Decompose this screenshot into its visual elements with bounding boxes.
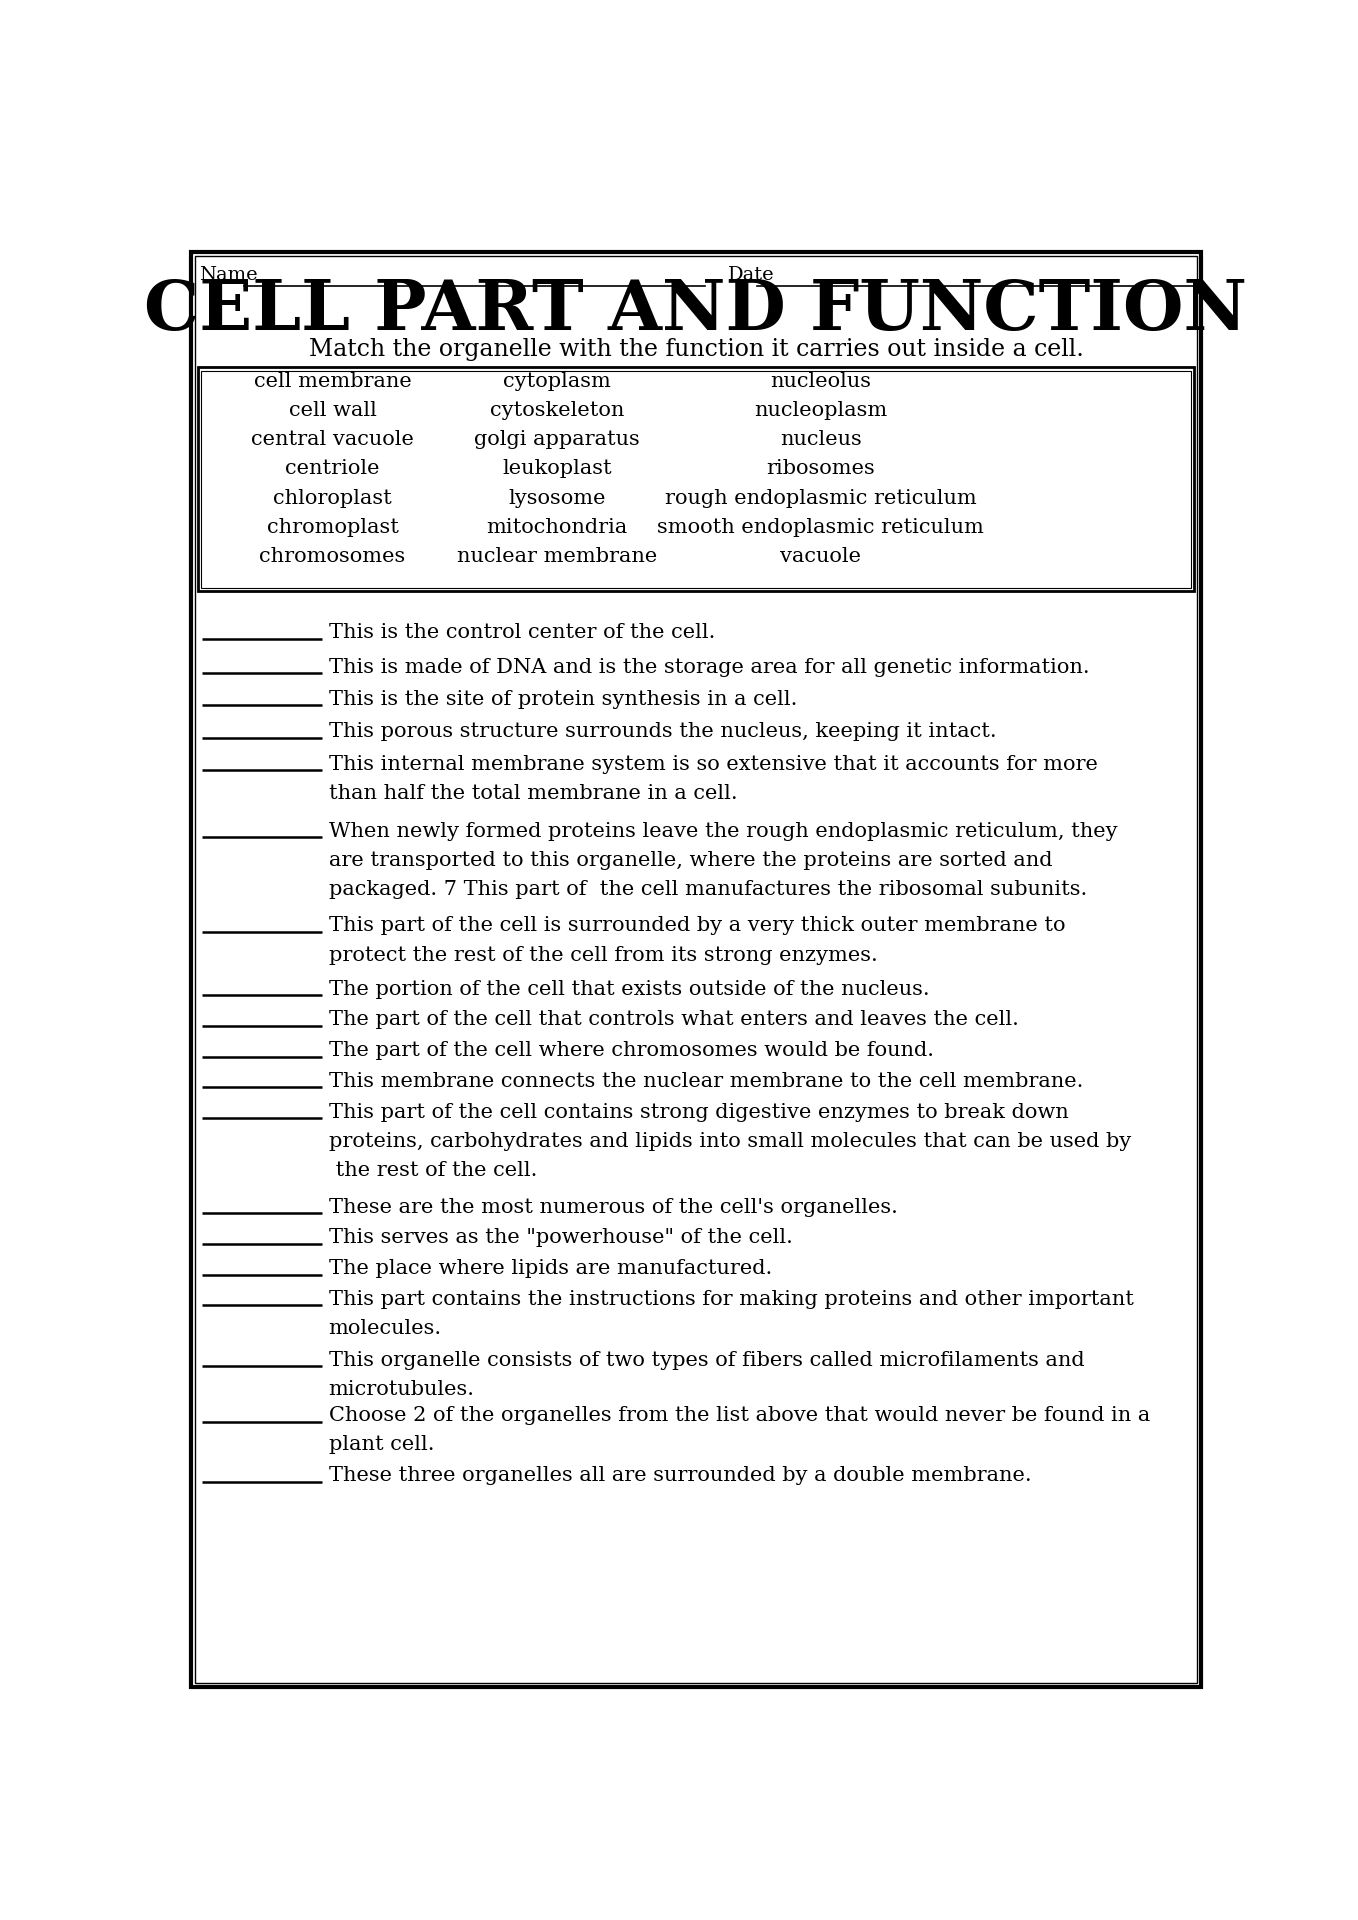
Text: This part of the cell is surrounded by a very thick outer membrane to: This part of the cell is surrounded by a… <box>329 916 1065 935</box>
Text: are transported to this organelle, where the proteins are sorted and: are transported to this organelle, where… <box>329 851 1052 870</box>
Text: rough endoplasmic reticulum: rough endoplasmic reticulum <box>665 488 976 507</box>
Text: CELL PART AND FUNCTION: CELL PART AND FUNCTION <box>144 276 1248 344</box>
Text: These are the most numerous of the cell's organelles.: These are the most numerous of the cell'… <box>329 1198 898 1217</box>
Bar <box>198 367 1194 591</box>
Text: Name: Name <box>200 267 258 284</box>
Text: plant cell.: plant cell. <box>329 1436 435 1455</box>
Text: This serves as the "powerhouse" of the cell.: This serves as the "powerhouse" of the c… <box>329 1229 793 1248</box>
Bar <box>201 371 1191 588</box>
Text: This part of the cell contains strong digestive enzymes to break down: This part of the cell contains strong di… <box>329 1102 1069 1121</box>
Text: chromosomes: chromosomes <box>259 547 406 566</box>
Text: central vacuole: central vacuole <box>251 430 414 449</box>
Text: nucleoplasm: nucleoplasm <box>754 401 887 420</box>
Text: molecules.: molecules. <box>329 1319 441 1338</box>
Text: vacuole: vacuole <box>781 547 861 566</box>
Text: The part of the cell that controls what enters and leaves the cell.: The part of the cell that controls what … <box>329 1010 1018 1029</box>
Text: Choose 2 of the organelles from the list above that would never be found in a: Choose 2 of the organelles from the list… <box>329 1405 1150 1425</box>
Text: This is the site of protein synthesis in a cell.: This is the site of protein synthesis in… <box>329 689 797 708</box>
Text: chloroplast: chloroplast <box>273 488 392 507</box>
Text: This is the control center of the cell.: This is the control center of the cell. <box>329 624 716 641</box>
Text: nuclear membrane: nuclear membrane <box>458 547 657 566</box>
Text: nucleus: nucleus <box>779 430 861 449</box>
Text: ribosomes: ribosomes <box>766 459 875 478</box>
Text: cytoskeleton: cytoskeleton <box>490 401 625 420</box>
Text: protect the rest of the cell from its strong enzymes.: protect the rest of the cell from its st… <box>329 947 877 964</box>
Text: When newly formed proteins leave the rough endoplasmic reticulum, they: When newly formed proteins leave the rou… <box>329 822 1118 841</box>
Text: This is made of DNA and is the storage area for all genetic information.: This is made of DNA and is the storage a… <box>329 659 1089 676</box>
Text: golgi apparatus: golgi apparatus <box>474 430 640 449</box>
Text: leukoplast: leukoplast <box>502 459 612 478</box>
Text: cytoplasm: cytoplasm <box>504 372 611 390</box>
Text: the rest of the cell.: the rest of the cell. <box>329 1162 536 1181</box>
Text: packaged. 7 This part of  the cell manufactures the ribosomal subunits.: packaged. 7 This part of the cell manufa… <box>329 879 1086 899</box>
Text: This internal membrane system is so extensive that it accounts for more: This internal membrane system is so exte… <box>329 755 1097 774</box>
Text: Match the organelle with the function it carries out inside a cell.: Match the organelle with the function it… <box>308 338 1084 361</box>
Text: centriole: centriole <box>285 459 380 478</box>
Text: smooth endoplasmic reticulum: smooth endoplasmic reticulum <box>657 518 985 538</box>
Text: Date: Date <box>728 267 774 284</box>
Text: This porous structure surrounds the nucleus, keeping it intact.: This porous structure surrounds the nucl… <box>329 722 997 741</box>
Text: cell membrane: cell membrane <box>254 372 411 390</box>
Text: This membrane connects the nuclear membrane to the cell membrane.: This membrane connects the nuclear membr… <box>329 1071 1082 1091</box>
Text: proteins, carbohydrates and lipids into small molecules that can be used by: proteins, carbohydrates and lipids into … <box>329 1133 1131 1152</box>
Text: This organelle consists of two types of fibers called microfilaments and: This organelle consists of two types of … <box>329 1352 1084 1369</box>
Text: microtubules.: microtubules. <box>329 1380 475 1400</box>
Text: These three organelles all are surrounded by a double membrane.: These three organelles all are surrounde… <box>329 1467 1031 1486</box>
Text: The portion of the cell that exists outside of the nucleus.: The portion of the cell that exists outs… <box>329 979 929 998</box>
Text: mitochondria: mitochondria <box>486 518 627 538</box>
Text: cell wall: cell wall <box>288 401 376 420</box>
Text: The part of the cell where chromosomes would be found.: The part of the cell where chromosomes w… <box>329 1041 934 1060</box>
Text: chromoplast: chromoplast <box>266 518 398 538</box>
Text: lysosome: lysosome <box>508 488 606 507</box>
Text: than half the total membrane in a cell.: than half the total membrane in a cell. <box>329 783 737 803</box>
Text: The place where lipids are manufactured.: The place where lipids are manufactured. <box>329 1260 771 1279</box>
Text: nucleolus: nucleolus <box>770 372 872 390</box>
Text: This part contains the instructions for making proteins and other important: This part contains the instructions for … <box>329 1290 1134 1309</box>
